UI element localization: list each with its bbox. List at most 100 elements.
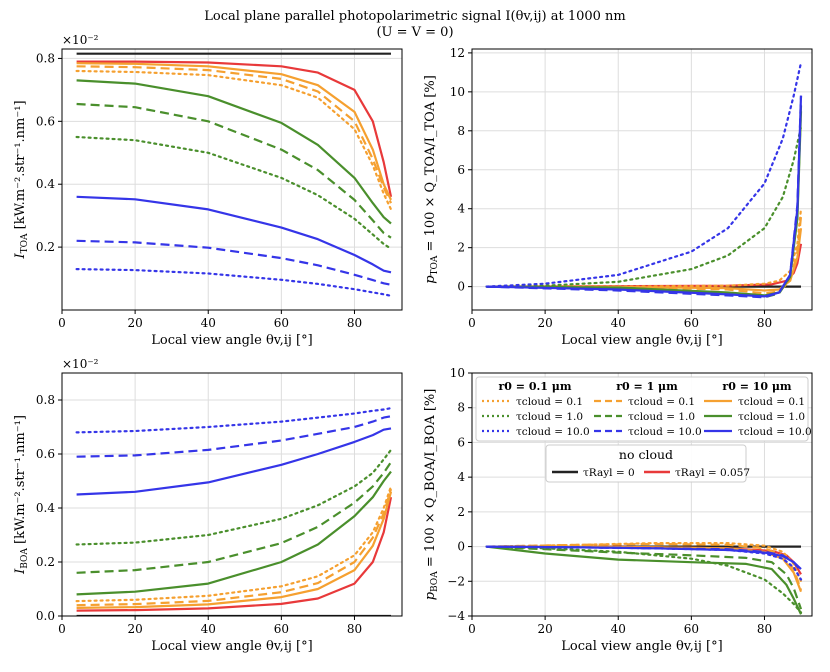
series-line bbox=[485, 61, 803, 288]
x-tick-label: 20 bbox=[127, 316, 142, 330]
series-line bbox=[485, 545, 803, 581]
legend: r0 = 0.1 μm τcloud = 0.1 τcloud = 1.0 τclou… bbox=[475, 376, 812, 483]
series-line bbox=[76, 488, 393, 607]
y-axis-label: pBOA = 100 × Q_BOA/I_BOA [%] bbox=[423, 389, 440, 601]
y-tick-label: 4 bbox=[457, 202, 465, 216]
y-tick-label: 2 bbox=[457, 505, 465, 519]
y-label-sub: BOA bbox=[20, 548, 30, 569]
y-tick-label: −2 bbox=[447, 574, 465, 588]
chart-top-left: 0 20 40 60 80 0.2 0.4 0.6 0.8 ×10⁻² Local view ang… bbox=[13, 33, 403, 348]
axes-frame bbox=[471, 48, 813, 311]
x-tick-label: 40 bbox=[611, 622, 626, 636]
series-line bbox=[76, 496, 393, 612]
y-tick-label: 0.8 bbox=[36, 51, 55, 65]
x-tick-label: 60 bbox=[684, 316, 699, 330]
series-line bbox=[75, 448, 393, 546]
y-label-sub: BOA bbox=[430, 571, 440, 592]
series-line bbox=[76, 239, 392, 286]
y-tick-label: 12 bbox=[450, 46, 465, 60]
legend-label: τcloud = 0.1 bbox=[516, 396, 583, 408]
axis-exponent-label: ×10⁻² bbox=[62, 357, 99, 371]
series-line bbox=[485, 125, 803, 288]
y-tick-label: 4 bbox=[457, 470, 465, 484]
y-label-main: I bbox=[13, 568, 28, 575]
legend-header: r0 = 10 μm bbox=[722, 380, 792, 393]
axis-exponent-label: ×10⁻² bbox=[62, 33, 99, 47]
y-tick-label: 8 bbox=[457, 401, 465, 415]
series-group bbox=[485, 61, 803, 299]
axes-frame bbox=[471, 372, 813, 617]
chart-top-right: 0 20 40 60 80 0 2 4 6 8 10 12 Local view angle θv,ij… bbox=[423, 46, 813, 348]
y-axis-label: pTOA = 100 × Q_TOA/I_TOA [%] bbox=[423, 75, 440, 284]
x-tick-label: 80 bbox=[757, 622, 772, 636]
x-tick-label: 0 bbox=[58, 622, 66, 636]
x-tick-label: 40 bbox=[611, 316, 626, 330]
series-line bbox=[76, 461, 392, 574]
legend-label: τcloud = 0.1 bbox=[738, 396, 805, 408]
x-tick-label: 20 bbox=[537, 622, 552, 636]
y-label-main: p bbox=[423, 591, 438, 600]
y-tick-label: 2 bbox=[457, 241, 465, 255]
series-group bbox=[75, 52, 393, 297]
series-line bbox=[75, 135, 393, 250]
y-label-main: p bbox=[423, 275, 438, 284]
series-line bbox=[76, 491, 393, 609]
y-label-sub: TOA bbox=[430, 255, 440, 275]
y-axis-label: IBOA [kW.m⁻².str⁻¹.nm⁻¹] bbox=[13, 415, 30, 575]
legend-label: τRayl = 0 bbox=[583, 467, 635, 479]
x-tick-label: 60 bbox=[274, 316, 289, 330]
axes-frame bbox=[61, 372, 403, 617]
axes-frame bbox=[61, 48, 403, 311]
series-line bbox=[486, 243, 803, 288]
legend-label: τcloud = 10.0 bbox=[516, 426, 590, 438]
legend-label: τcloud = 1.0 bbox=[628, 411, 695, 423]
x-tick-label: 40 bbox=[201, 316, 216, 330]
y-tick-label: 0 bbox=[457, 540, 465, 554]
y-tick-label: 0.6 bbox=[36, 114, 55, 128]
x-tick-label: 0 bbox=[468, 622, 476, 636]
series-line bbox=[75, 407, 393, 434]
y-tick-label: 6 bbox=[457, 163, 465, 177]
series-line bbox=[76, 415, 392, 458]
y-label-rest: = 100 × Q_TOA/I_TOA [%] bbox=[423, 75, 438, 255]
series-line bbox=[76, 60, 393, 198]
series-line bbox=[486, 228, 803, 292]
x-tick-label: 60 bbox=[274, 622, 289, 636]
y-tick-label: 0.4 bbox=[36, 501, 55, 515]
series-line bbox=[486, 545, 802, 615]
nocloud-legend-box bbox=[545, 444, 747, 483]
y-label-rest: [kW.m⁻².str⁻¹.nm⁻¹] bbox=[13, 100, 28, 233]
series-line bbox=[486, 95, 803, 299]
x-axis-label: Local view angle θv,ij [°] bbox=[561, 333, 722, 348]
y-tick-label: 6 bbox=[457, 435, 465, 449]
y-tick-label: 0.8 bbox=[36, 393, 55, 407]
y-tick-label: 10 bbox=[450, 366, 465, 380]
chart-bottom-left: 0 20 40 60 80 0.0 0.2 0.4 0.6 0.8 ×10⁻² Local view … bbox=[13, 357, 403, 654]
x-tick-label: 60 bbox=[684, 622, 699, 636]
x-axis-label: Local view angle θv,ij [°] bbox=[151, 333, 312, 348]
series-line bbox=[75, 69, 393, 211]
series-line bbox=[76, 195, 392, 274]
series-line bbox=[76, 470, 392, 596]
x-tick-label: 80 bbox=[347, 316, 362, 330]
legend-label: τcloud = 1.0 bbox=[516, 411, 583, 423]
series-line bbox=[76, 102, 392, 239]
y-label-rest: [kW.m⁻².str⁻¹.nm⁻¹] bbox=[13, 415, 28, 548]
x-tick-label: 80 bbox=[347, 622, 362, 636]
y-tick-label: 0 bbox=[457, 280, 465, 294]
y-tick-label: 0.2 bbox=[36, 240, 55, 254]
x-tick-label: 0 bbox=[58, 316, 66, 330]
series-group bbox=[485, 541, 803, 615]
legend-header: r0 = 1 μm bbox=[616, 380, 678, 393]
x-tick-label: 20 bbox=[127, 622, 142, 636]
series-line bbox=[486, 105, 803, 299]
y-tick-label: 0.6 bbox=[36, 447, 55, 461]
x-tick-label: 80 bbox=[757, 316, 772, 330]
legend-label: τcloud = 10.0 bbox=[738, 426, 812, 438]
series-line bbox=[76, 79, 392, 225]
figure-title: Local plane parallel photopolarimetric s… bbox=[204, 9, 626, 24]
y-axis-label: ITOA [kW.m⁻².str⁻¹.nm⁻¹] bbox=[13, 100, 30, 259]
y-tick-label: 0.4 bbox=[36, 177, 55, 191]
series-line bbox=[486, 542, 803, 591]
